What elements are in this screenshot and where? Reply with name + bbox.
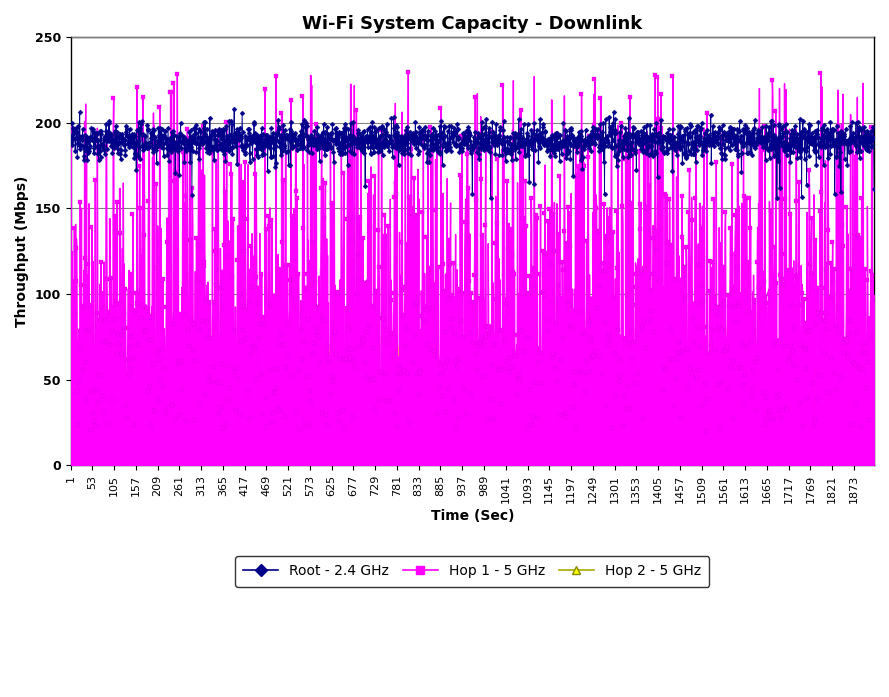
X-axis label: Time (Sec): Time (Sec): [430, 509, 514, 523]
Y-axis label: Throughput (Mbps): Throughput (Mbps): [15, 176, 29, 327]
Legend: Root - 2.4 GHz, Hop 1 - 5 GHz, Hop 2 - 5 GHz: Root - 2.4 GHz, Hop 1 - 5 GHz, Hop 2 - 5…: [236, 556, 709, 587]
Title: Wi-Fi System Capacity - Downlink: Wi-Fi System Capacity - Downlink: [302, 15, 643, 33]
